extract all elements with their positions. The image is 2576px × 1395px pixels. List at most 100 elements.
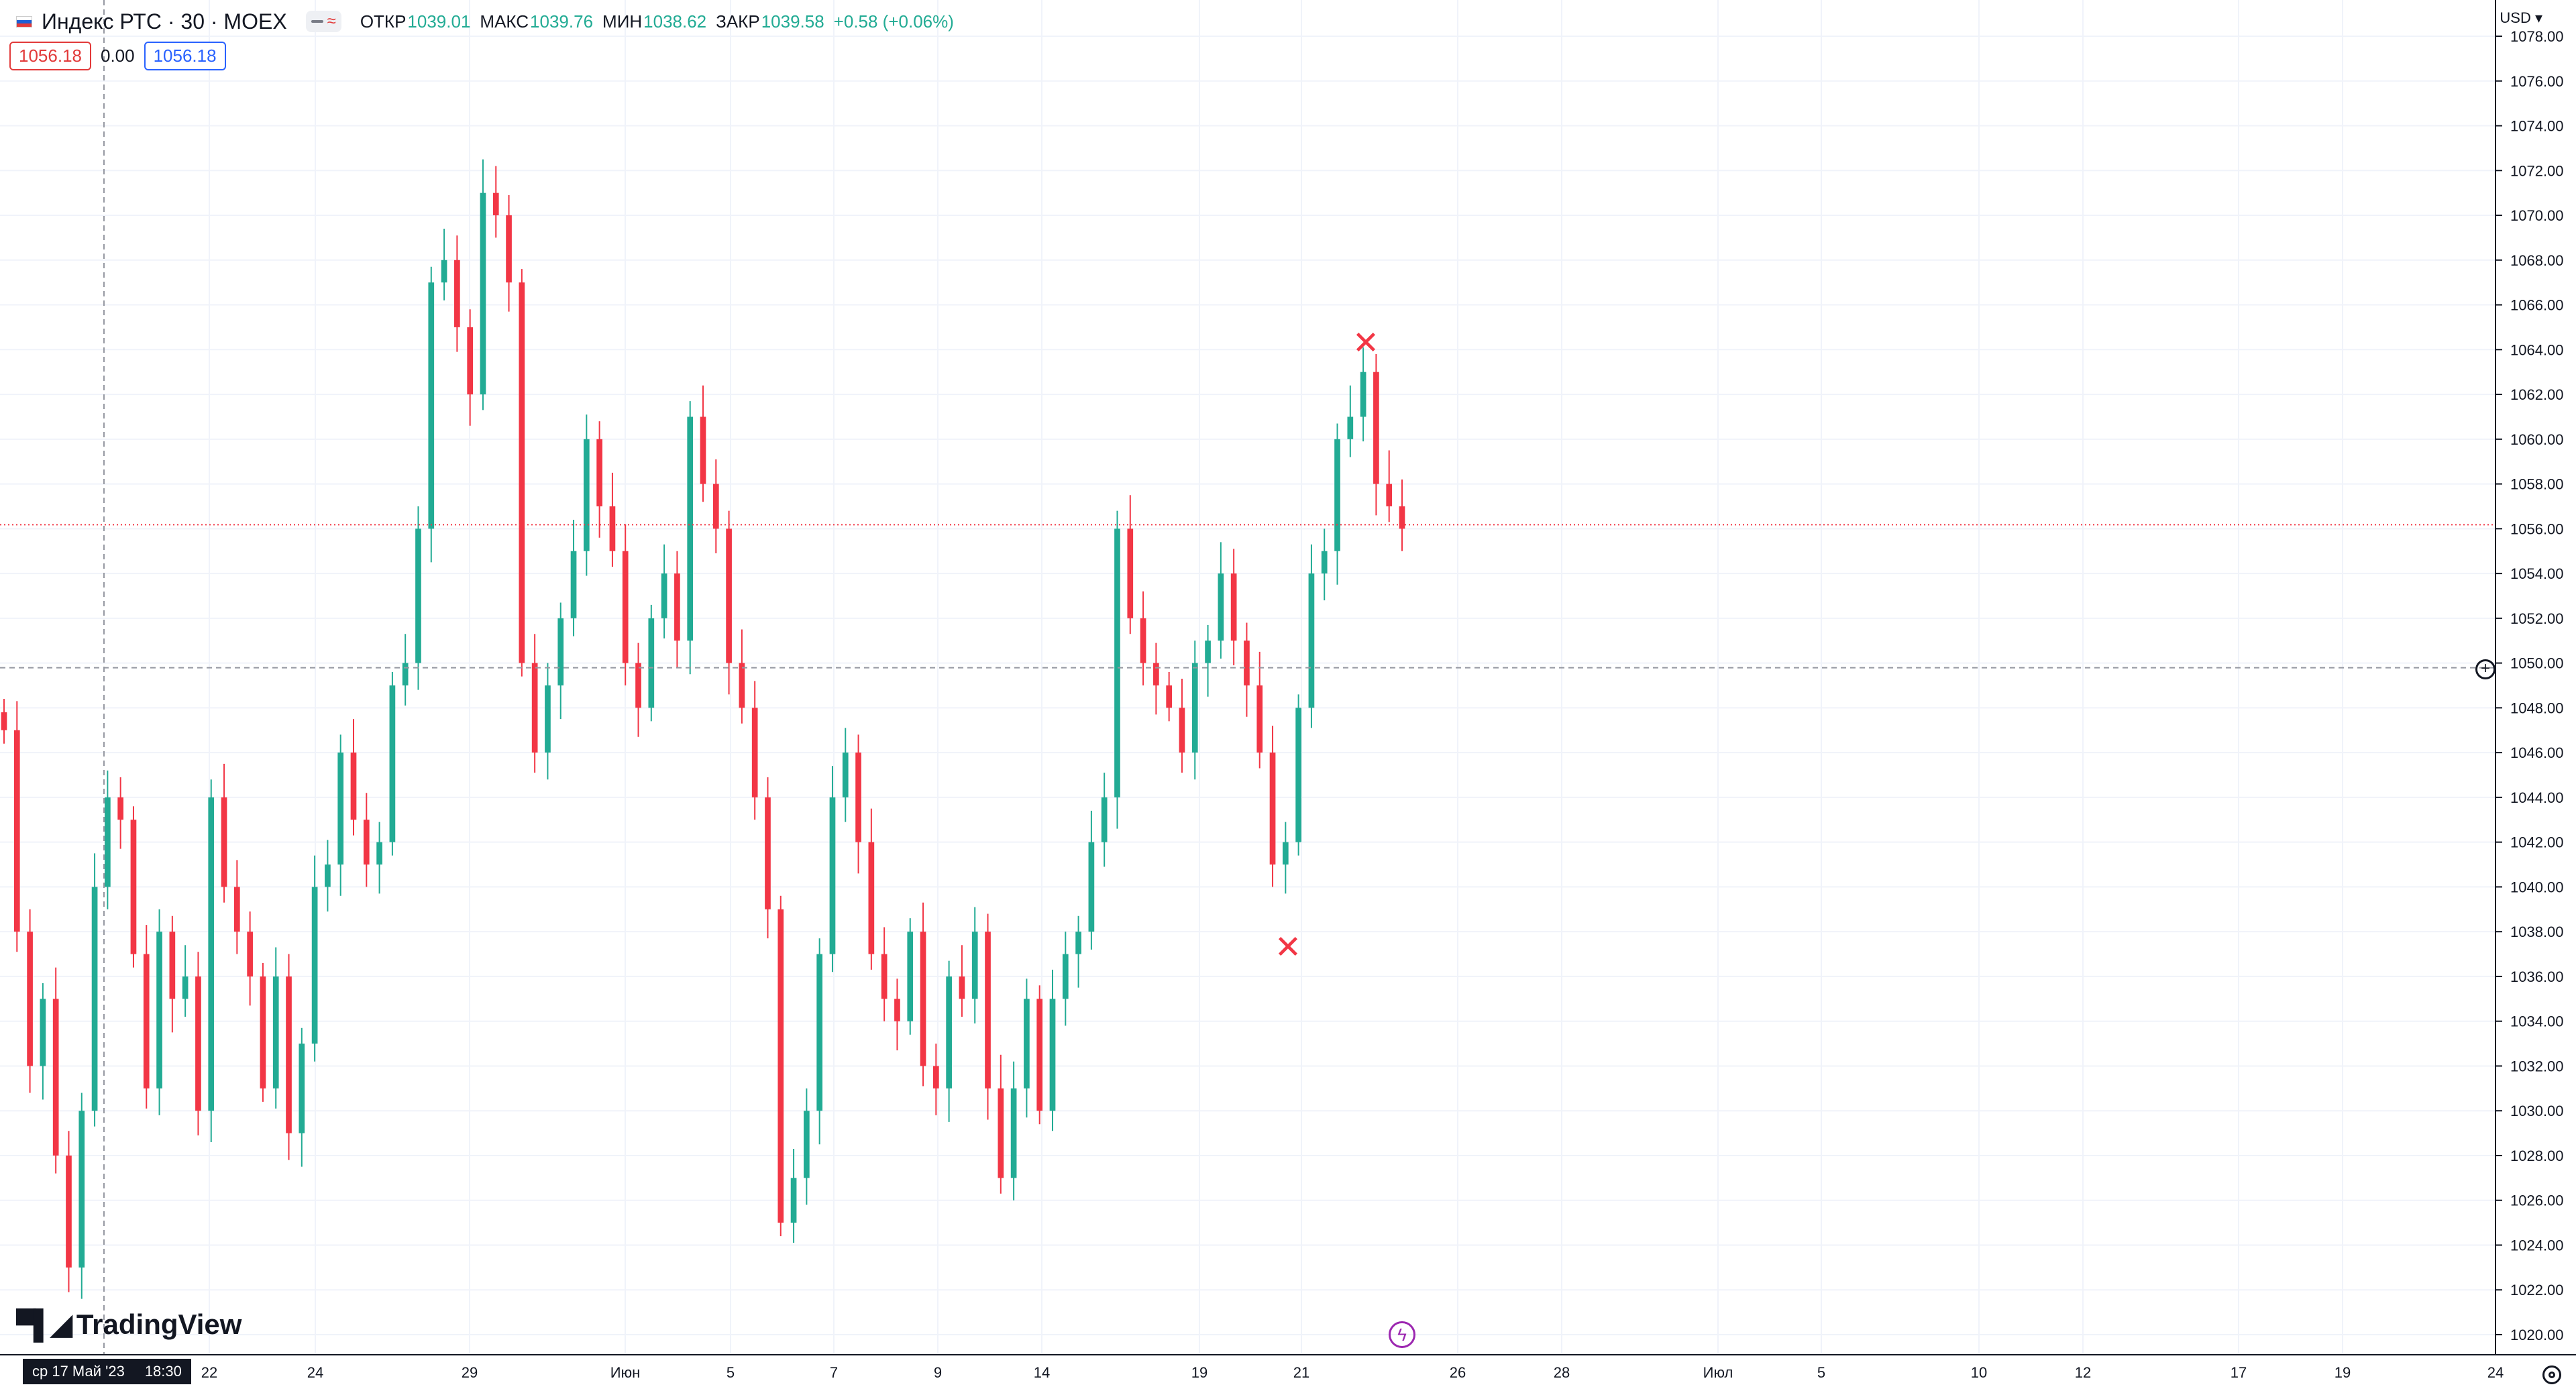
candle bbox=[661, 544, 667, 638]
time-tick-label: 10 bbox=[1971, 1364, 1987, 1381]
candle-body bbox=[829, 797, 836, 954]
close-label: ЗАКР bbox=[716, 11, 760, 32]
candle-body bbox=[1075, 932, 1081, 954]
price-tick-label: 1032.00 bbox=[2510, 1058, 2564, 1074]
candle bbox=[156, 909, 162, 1115]
chart-overlay: 1056.181049.79✕✕ bbox=[0, 0, 2573, 1355]
time-tick-label: 29 bbox=[462, 1364, 478, 1381]
candle bbox=[13, 701, 20, 952]
price-tick-label: 1070.00 bbox=[2510, 207, 2564, 224]
candle-body bbox=[855, 752, 861, 842]
candle-body bbox=[739, 663, 745, 708]
candle-body bbox=[842, 752, 849, 797]
symbol-title[interactable]: Индекс РТС · 30 · MOEX bbox=[42, 9, 287, 34]
candle bbox=[829, 766, 836, 972]
time-tick-label: 21 bbox=[1293, 1364, 1309, 1381]
candle bbox=[868, 808, 875, 970]
candle-body bbox=[208, 797, 215, 1111]
candle-body bbox=[946, 976, 952, 1089]
candle-body bbox=[531, 663, 538, 753]
candle-body bbox=[777, 909, 784, 1223]
candle-body bbox=[1244, 640, 1250, 685]
candle bbox=[1256, 651, 1263, 769]
order-panel: 1056.18 0.00 1056.18 bbox=[9, 42, 226, 70]
candle bbox=[1062, 932, 1069, 1026]
candle-body bbox=[1269, 752, 1276, 865]
candle bbox=[1386, 450, 1393, 522]
candle bbox=[1308, 544, 1315, 728]
price-tick-label: 1054.00 bbox=[2510, 565, 2564, 582]
time-tick-label: 17 bbox=[2231, 1364, 2247, 1381]
candle bbox=[1360, 347, 1366, 442]
candle bbox=[130, 806, 137, 968]
time-tick-label: 22 bbox=[201, 1364, 217, 1381]
currency-selector[interactable]: USD ▾ bbox=[2500, 9, 2542, 26]
low-label: МИН bbox=[602, 11, 643, 32]
candle bbox=[1373, 353, 1379, 516]
candle-body bbox=[1, 712, 7, 730]
candle bbox=[726, 510, 732, 695]
candle-body bbox=[13, 730, 20, 932]
candle bbox=[480, 159, 486, 410]
candle-body bbox=[1218, 573, 1224, 641]
candle-body bbox=[363, 820, 370, 865]
brand-logo[interactable]: ▀▌◢ TradingView bbox=[16, 1308, 241, 1341]
candle bbox=[1191, 640, 1198, 780]
candle bbox=[52, 967, 59, 1174]
candle bbox=[531, 634, 538, 773]
add-alert-icon[interactable]: + bbox=[2475, 659, 2496, 679]
candle-body bbox=[130, 820, 137, 954]
price-tick-label: 1036.00 bbox=[2510, 968, 2564, 985]
candle bbox=[91, 853, 98, 1127]
price-tick-label: 1066.00 bbox=[2510, 297, 2564, 314]
price-tick-label: 1068.00 bbox=[2510, 252, 2564, 269]
candle-body bbox=[596, 439, 602, 506]
candle-body bbox=[1024, 999, 1030, 1089]
candle-body bbox=[674, 573, 680, 641]
candle-body bbox=[1334, 439, 1340, 551]
settings-gear-icon[interactable] bbox=[2542, 1365, 2561, 1384]
candle-body bbox=[1101, 797, 1108, 842]
candle-body bbox=[894, 999, 900, 1021]
candle bbox=[1036, 985, 1043, 1125]
lightning-icon[interactable]: ϟ bbox=[1389, 1321, 1415, 1348]
time-tick-label: 19 bbox=[2334, 1364, 2351, 1381]
candle bbox=[402, 634, 409, 706]
price-tick-label: 1020.00 bbox=[2510, 1327, 2564, 1343]
currency-label: USD bbox=[2500, 9, 2531, 26]
candle bbox=[777, 895, 784, 1237]
indicator-toggle[interactable]: ≈ bbox=[305, 11, 341, 32]
candle-body bbox=[1282, 842, 1289, 865]
candle-body bbox=[247, 932, 253, 976]
candle-body bbox=[687, 416, 694, 641]
candle-body bbox=[804, 1111, 810, 1178]
candles bbox=[1, 159, 1405, 1299]
price-tick-label: 1044.00 bbox=[2510, 789, 2564, 806]
price-tick-label: 1064.00 bbox=[2510, 341, 2564, 358]
candle-body bbox=[932, 1066, 939, 1089]
candle bbox=[674, 551, 680, 668]
candle-body bbox=[1295, 708, 1301, 842]
sell-button[interactable]: 1056.18 bbox=[9, 42, 91, 70]
candle bbox=[907, 918, 914, 1035]
candle-body bbox=[1191, 663, 1198, 753]
crosshair-date-label: ср 17 Май '23 18:30 bbox=[23, 1359, 191, 1384]
low-value: 1038.62 bbox=[643, 11, 707, 32]
candle bbox=[337, 734, 344, 896]
candle bbox=[1166, 671, 1173, 722]
candle-body bbox=[169, 932, 176, 999]
price-tick-label: 1038.00 bbox=[2510, 924, 2564, 940]
candle bbox=[519, 269, 525, 677]
price-tick-label: 1040.00 bbox=[2510, 879, 2564, 895]
candle bbox=[622, 524, 629, 685]
candle bbox=[635, 643, 641, 737]
buy-button[interactable]: 1056.18 bbox=[144, 42, 226, 70]
time-tick-label: 28 bbox=[1554, 1364, 1570, 1381]
candle-body bbox=[907, 932, 914, 1021]
candle bbox=[1321, 528, 1328, 601]
candle bbox=[816, 938, 823, 1145]
minus-icon bbox=[311, 20, 323, 23]
candle bbox=[1140, 591, 1146, 685]
candle-body bbox=[221, 797, 227, 887]
